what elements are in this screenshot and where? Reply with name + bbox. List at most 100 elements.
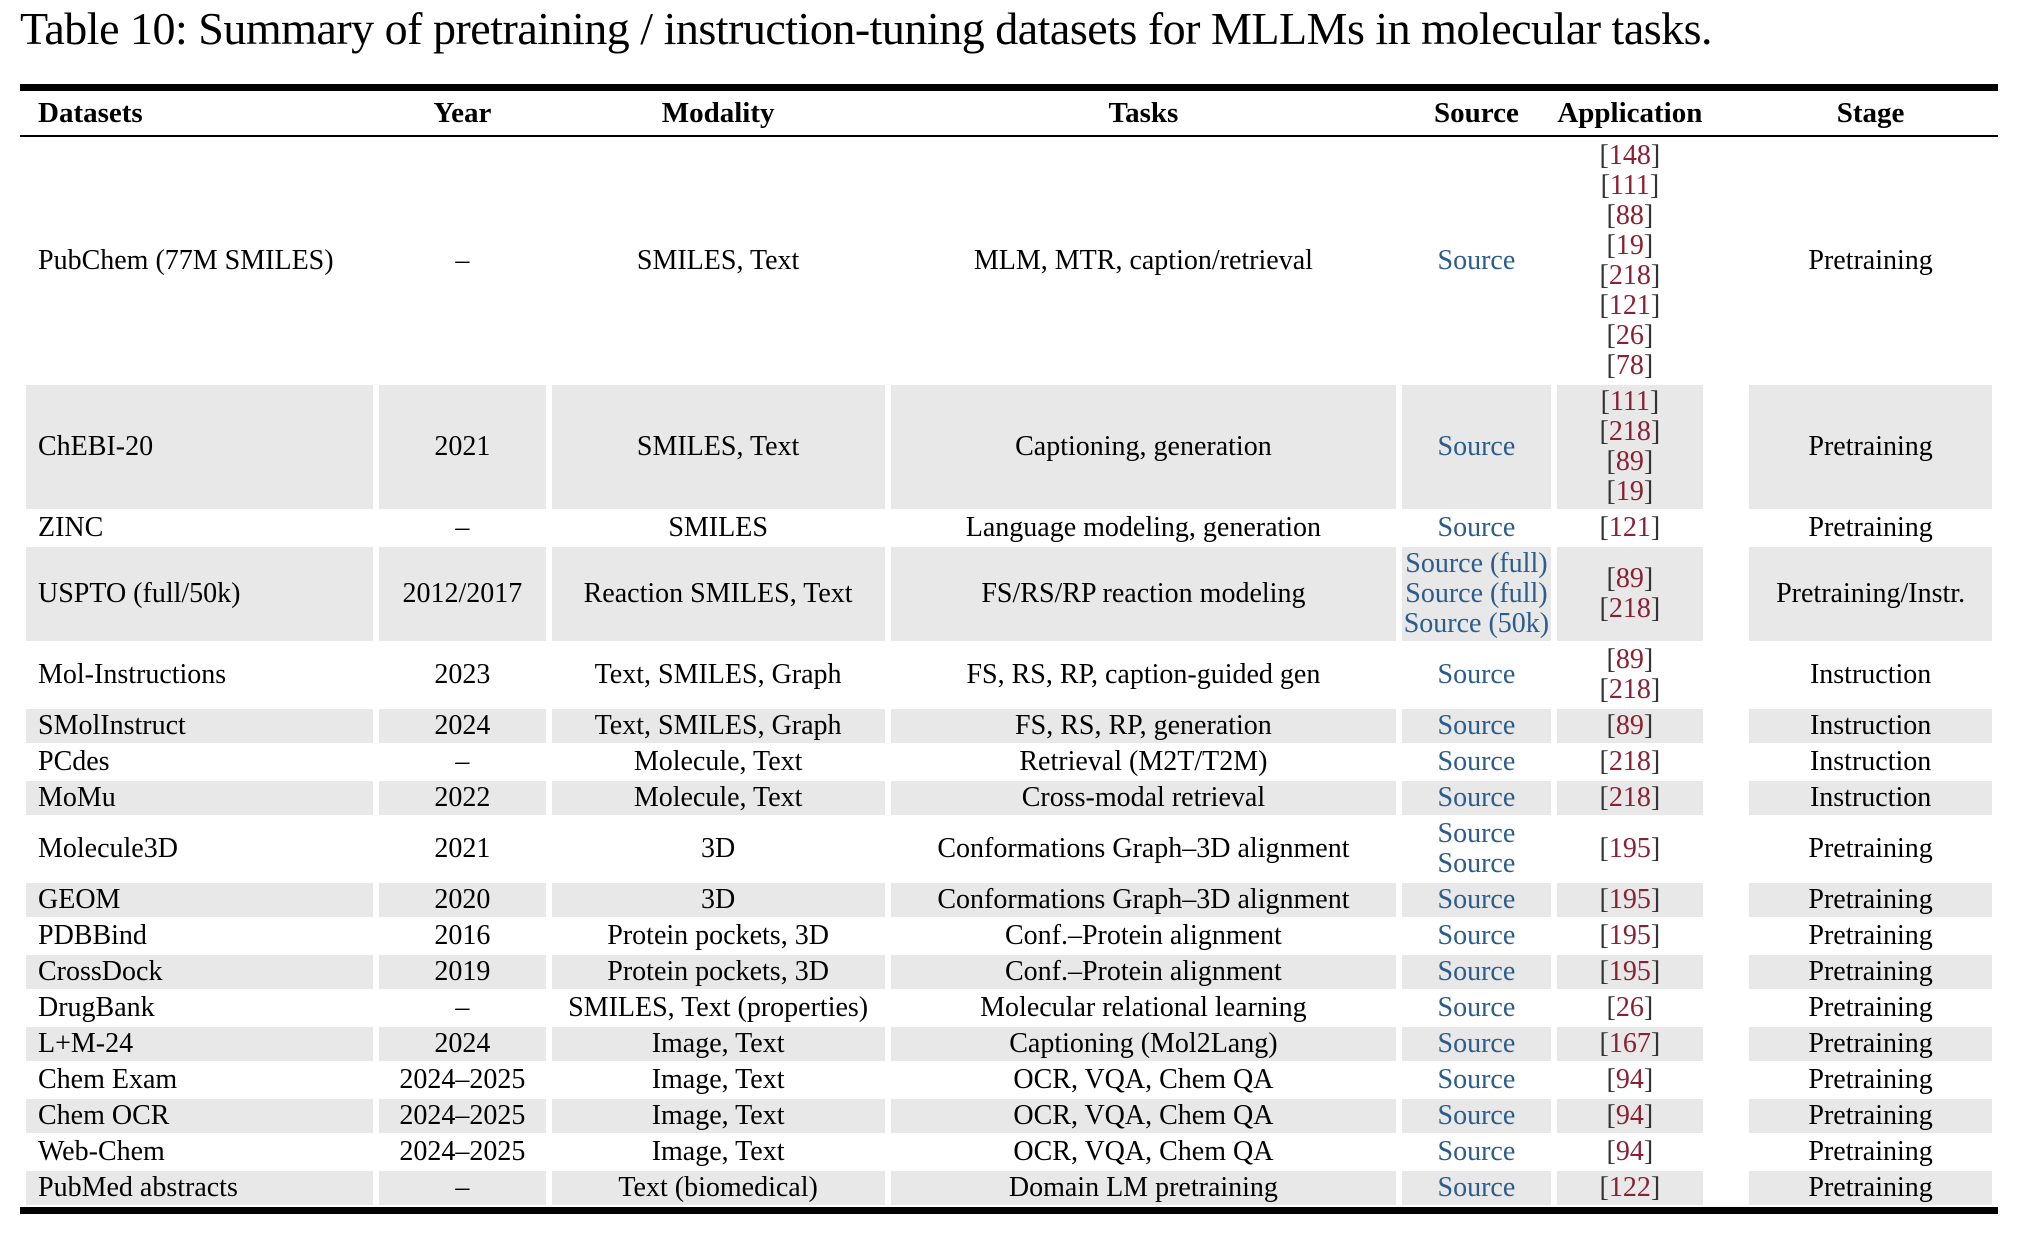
citation-link[interactable]: [218] (1600, 594, 1661, 624)
source-link[interactable]: Source (1437, 1064, 1516, 1095)
column-header-modality: Modality (661, 97, 775, 129)
table-row: Molecule3D 2021 3D Conformations Graph–3D a… (26, 817, 1992, 881)
citation-line: [89] (1557, 711, 1703, 741)
citation-link[interactable]: [218] (1600, 675, 1661, 705)
cell-source: Source (1402, 511, 1550, 545)
source-link[interactable]: Source (1437, 818, 1516, 849)
column-spacer (1709, 1027, 1743, 1061)
citation-link[interactable]: [218] (1600, 783, 1661, 813)
source-link[interactable]: Source (1437, 1136, 1516, 1167)
cell-year: 2021 (434, 833, 491, 864)
citation-link[interactable]: [26] (1607, 993, 1654, 1023)
source-link[interactable]: Source (1437, 710, 1516, 741)
source-line: Source (1402, 747, 1550, 777)
citation-number: 195 (1608, 920, 1651, 951)
table-row: Mol-Instructions 2023 Text, SMILES, Graph F… (26, 643, 1992, 707)
citation-link[interactable]: [148] (1600, 141, 1661, 171)
source-link[interactable]: Source (1437, 746, 1516, 777)
citation-link[interactable]: [89] (1607, 564, 1654, 594)
cell-stage: Pretraining (1808, 833, 1933, 864)
bracket-open: [ (1599, 956, 1609, 987)
cell-modality: Text (biomedical) (551, 1171, 885, 1205)
cell-application: [218] (1557, 745, 1703, 779)
column-spacer (1709, 547, 1743, 641)
citation-number: 94 (1615, 1100, 1644, 1131)
column-spacer (1709, 991, 1743, 1025)
cell-tasks: FS, RS, RP, caption-guided gen (966, 659, 1321, 690)
source-link[interactable]: Source (1437, 1100, 1516, 1131)
citation-link[interactable]: [19] (1607, 231, 1654, 261)
citation-link[interactable]: [89] (1607, 711, 1654, 741)
citation-link[interactable]: [218] (1600, 261, 1661, 291)
citation-link[interactable]: [111] (1601, 387, 1660, 417)
citation-link[interactable]: [89] (1607, 645, 1654, 675)
citation-link[interactable]: [94] (1607, 1101, 1654, 1131)
source-link[interactable]: Source (full) (1405, 578, 1548, 609)
bracket-open: [ (1606, 230, 1616, 261)
citation-link[interactable]: [167] (1600, 1029, 1661, 1059)
citation-line: [122] (1557, 1173, 1703, 1203)
cell-tasks: OCR, VQA, Chem QA (1013, 1064, 1274, 1095)
cell-dataset-name: Molecule3D (38, 833, 178, 864)
citation-link[interactable]: [89] (1607, 447, 1654, 477)
source-link[interactable]: Source (1437, 884, 1516, 915)
cell-stage: Pretraining/Instr. (1749, 547, 1992, 641)
citation-link[interactable]: [195] (1600, 957, 1661, 987)
source-link[interactable]: Source (1437, 431, 1516, 462)
source-link[interactable]: Source (1437, 659, 1516, 690)
source-link[interactable]: Source (1437, 956, 1516, 987)
source-line: Source (1402, 1137, 1550, 1167)
cell-source: Source (1402, 385, 1551, 509)
citation-link[interactable]: [94] (1607, 1137, 1654, 1167)
source-link[interactable]: Source (full) (1405, 548, 1548, 579)
citation-link[interactable]: [121] (1600, 513, 1661, 543)
source-link[interactable]: Source (1437, 512, 1516, 543)
cell-dataset-name: PCdes (38, 746, 110, 777)
bracket-open: [ (1599, 884, 1609, 915)
bracket-open: [ (1599, 1172, 1609, 1203)
citation-link[interactable]: [94] (1607, 1065, 1654, 1095)
citation-line: [78] (1557, 351, 1703, 381)
citation-link[interactable]: [121] (1600, 291, 1661, 321)
citation-number: 167 (1608, 1028, 1651, 1059)
source-link[interactable]: Source (1437, 848, 1516, 879)
bracket-close: ] (1650, 674, 1661, 705)
source-line: Source (50k) (1402, 609, 1550, 639)
cell-source: Source (1402, 745, 1550, 779)
cell-source: Source (1402, 955, 1551, 989)
citation-number: 218 (1608, 260, 1651, 291)
citation-link[interactable]: [218] (1600, 417, 1661, 447)
cell-stage: Pretraining (1749, 883, 1992, 917)
source-link[interactable]: Source (1437, 782, 1516, 813)
citation-line: [89] (1557, 564, 1703, 594)
citation-link[interactable]: [122] (1600, 1173, 1661, 1203)
column-spacer (1709, 1099, 1743, 1133)
citation-link[interactable]: [26] (1607, 321, 1654, 351)
citation-number: 19 (1615, 230, 1644, 261)
cell-stage: Pretraining (1808, 1064, 1933, 1095)
citation-link[interactable]: [19] (1607, 477, 1654, 507)
citation-link[interactable]: [78] (1607, 351, 1654, 381)
source-line: Source (1402, 711, 1550, 741)
column-header-tasks: Tasks (1108, 97, 1179, 129)
source-link[interactable]: Source (1437, 1028, 1516, 1059)
source-link[interactable]: Source (1437, 1172, 1516, 1203)
cell-stage: Instruction (1809, 659, 1932, 690)
citation-link[interactable]: [195] (1600, 921, 1661, 951)
bracket-open: [ (1599, 674, 1609, 705)
source-link[interactable]: Source (1437, 245, 1516, 276)
source-link[interactable]: Source (1437, 920, 1516, 951)
source-link[interactable]: Source (50k) (1403, 608, 1550, 639)
cell-year: 2024–2025 (399, 1136, 526, 1167)
citation-link[interactable]: [195] (1600, 834, 1661, 864)
citation-link[interactable]: [218] (1600, 747, 1661, 777)
column-spacer (1709, 745, 1743, 779)
citation-line: [94] (1557, 1137, 1703, 1167)
source-link[interactable]: Source (1437, 992, 1516, 1023)
citation-link[interactable]: [111] (1601, 171, 1660, 201)
cell-application: [111] [218] [89] [19] (1556, 385, 1704, 509)
citation-link[interactable]: [195] (1600, 885, 1661, 915)
cell-tasks: Conformations Graph–3D alignment (890, 883, 1397, 917)
citation-link[interactable]: [88] (1607, 201, 1654, 231)
bracket-open: [ (1606, 350, 1616, 381)
